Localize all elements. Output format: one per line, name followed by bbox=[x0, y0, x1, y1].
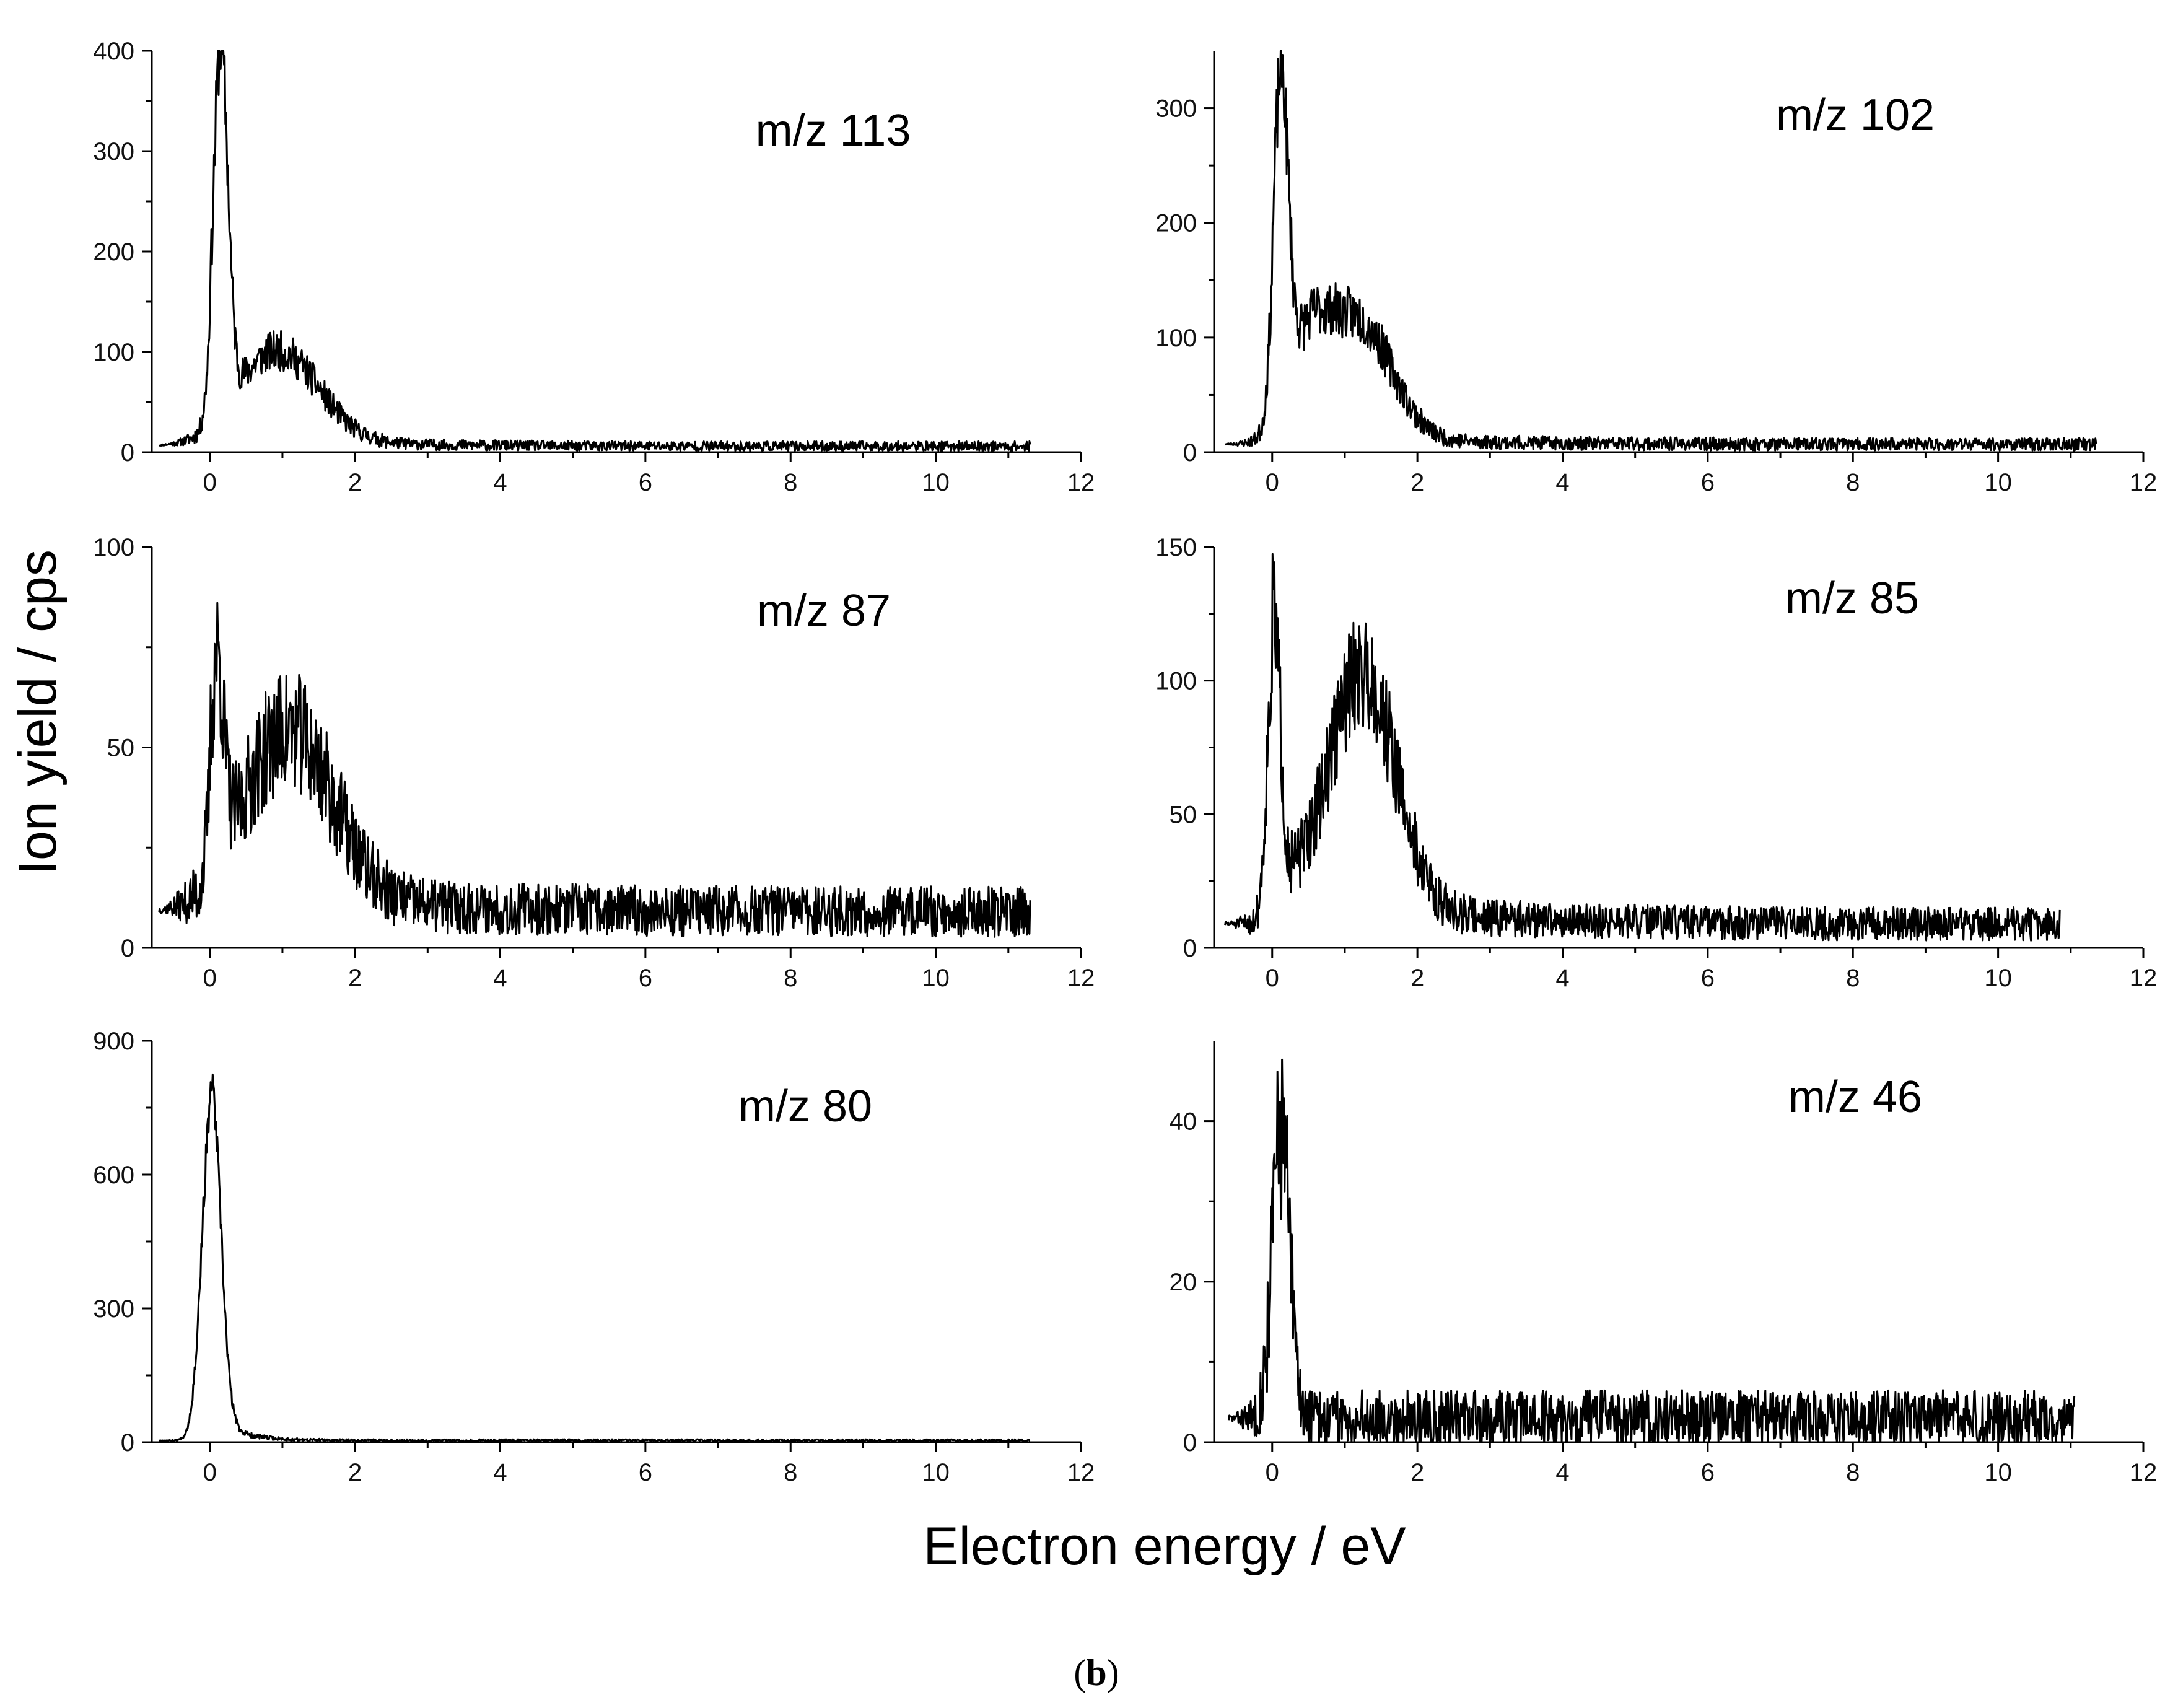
y-tick-label: 0 bbox=[1183, 1429, 1197, 1456]
annotation-label: m/z 85 bbox=[1785, 574, 1919, 623]
series-line bbox=[159, 50, 1031, 452]
x-tick-label: 4 bbox=[493, 1459, 507, 1486]
x-tick-label: 8 bbox=[1846, 1459, 1860, 1486]
x-tick-label: 0 bbox=[1266, 965, 1279, 992]
series-line bbox=[1227, 1058, 2076, 1443]
y-tick-label: 50 bbox=[107, 735, 135, 762]
y-tick-label: 50 bbox=[1170, 801, 1197, 828]
caption-open: ( bbox=[1074, 1652, 1086, 1693]
y-tick-label: 400 bbox=[93, 38, 134, 65]
x-tick-label: 12 bbox=[1067, 965, 1095, 992]
x-tick-label: 12 bbox=[1067, 469, 1095, 496]
x-tick-label: 12 bbox=[2130, 469, 2158, 496]
caption-letter: b bbox=[1086, 1652, 1106, 1693]
x-tick-label: 0 bbox=[203, 1459, 217, 1486]
y-tick-label: 200 bbox=[1155, 210, 1197, 237]
x-tick-label: 4 bbox=[1555, 1459, 1569, 1486]
y-tick-label: 900 bbox=[93, 1028, 134, 1055]
y-tick-label: 0 bbox=[121, 935, 134, 962]
x-tick-label: 10 bbox=[1984, 469, 2012, 496]
x-tick-label: 0 bbox=[203, 469, 217, 496]
panel-1: 0 2 4 6 8 10 12 0 100 200 300 400 m/z 113 bbox=[93, 38, 1095, 496]
x-tick-label: 4 bbox=[493, 965, 507, 992]
x-tick-label: 12 bbox=[1067, 1459, 1095, 1486]
y-tick-label: 300 bbox=[1155, 95, 1197, 123]
y-tick-label: 20 bbox=[1170, 1269, 1197, 1296]
y-axis-label: Ion yield / cps bbox=[8, 550, 68, 875]
x-tick-label: 0 bbox=[203, 965, 217, 992]
y-tick-label: 0 bbox=[1183, 439, 1197, 466]
panel-2: 0 2 4 6 8 10 12 0 100 200 300 m/z 102 bbox=[1155, 50, 2158, 496]
annotation-label: m/z 87 bbox=[757, 586, 891, 636]
x-tick-label: 2 bbox=[1410, 1459, 1424, 1486]
x-tick-label: 8 bbox=[1846, 965, 1860, 992]
y-tick-label: 100 bbox=[93, 339, 134, 366]
x-tick-label: 6 bbox=[639, 469, 652, 496]
x-tick-label: 4 bbox=[493, 469, 507, 496]
x-tick-label: 6 bbox=[639, 965, 652, 992]
series-line bbox=[1225, 50, 2097, 452]
series-line bbox=[158, 602, 1031, 938]
y-tick-label: 600 bbox=[93, 1162, 134, 1189]
x-tick-label: 10 bbox=[1984, 965, 2012, 992]
annotation-label: m/z 102 bbox=[1776, 90, 1935, 140]
x-tick-label: 6 bbox=[639, 1459, 652, 1486]
x-tick-label: 2 bbox=[1410, 469, 1424, 496]
y-tick-label: 0 bbox=[1183, 935, 1197, 962]
x-tick-label: 8 bbox=[784, 469, 797, 496]
y-tick-label: 40 bbox=[1170, 1108, 1197, 1136]
x-tick-label: 6 bbox=[1701, 469, 1715, 496]
x-tick-label: 8 bbox=[1846, 469, 1860, 496]
x-tick-label: 6 bbox=[1701, 965, 1715, 992]
x-tick-label: 10 bbox=[922, 469, 950, 496]
panel-6: 0 2 4 6 8 10 12 0 20 40 m/z 46 bbox=[1170, 1041, 2158, 1486]
x-tick-label: 2 bbox=[348, 965, 362, 992]
x-tick-label: 2 bbox=[348, 469, 362, 496]
x-tick-label: 8 bbox=[784, 1459, 797, 1486]
x-tick-label: 10 bbox=[922, 1459, 950, 1486]
panel-5: 0 2 4 6 8 10 12 0 300 600 900 m/z 80 bbox=[93, 1028, 1095, 1486]
y-tick-label: 100 bbox=[1155, 668, 1197, 695]
x-tick-label: 12 bbox=[2130, 965, 2158, 992]
y-tick-label: 300 bbox=[93, 138, 134, 165]
x-tick-label: 0 bbox=[1266, 1459, 1279, 1486]
panel-4: 0 2 4 6 8 10 12 0 50 100 150 m/z 85 bbox=[1155, 534, 2157, 992]
y-tick-label: 0 bbox=[121, 1429, 134, 1456]
y-tick-label: 300 bbox=[93, 1295, 134, 1323]
x-tick-label: 2 bbox=[1410, 965, 1424, 992]
x-tick-label: 4 bbox=[1555, 965, 1569, 992]
y-tick-label: 200 bbox=[93, 239, 134, 266]
y-tick-label: 100 bbox=[93, 534, 134, 561]
x-tick-label: 0 bbox=[1266, 469, 1279, 496]
x-tick-label: 6 bbox=[1701, 1459, 1715, 1486]
caption-close: ) bbox=[1107, 1652, 1119, 1693]
y-tick-label: 100 bbox=[1155, 325, 1197, 352]
x-tick-label: 10 bbox=[1984, 1459, 2012, 1486]
x-axis-label: Electron energy / eV bbox=[923, 1517, 1406, 1576]
caption: (b) bbox=[1074, 1652, 1119, 1693]
x-tick-label: 2 bbox=[348, 1459, 362, 1486]
x-tick-label: 4 bbox=[1555, 469, 1569, 496]
x-tick-label: 12 bbox=[2130, 1459, 2158, 1486]
annotation-label: m/z 113 bbox=[756, 106, 911, 155]
y-tick-label: 150 bbox=[1155, 534, 1197, 561]
annotation-label: m/z 46 bbox=[1788, 1072, 1922, 1122]
series-line bbox=[1224, 553, 2061, 942]
x-tick-label: 8 bbox=[784, 965, 797, 992]
series-line bbox=[159, 1073, 1031, 1443]
annotation-label: m/z 80 bbox=[738, 1082, 872, 1131]
y-tick-label: 0 bbox=[121, 439, 134, 466]
x-tick-label: 10 bbox=[922, 965, 950, 992]
panel-3: 0 2 4 6 8 10 12 0 50 100 m/z 87 bbox=[93, 534, 1095, 992]
